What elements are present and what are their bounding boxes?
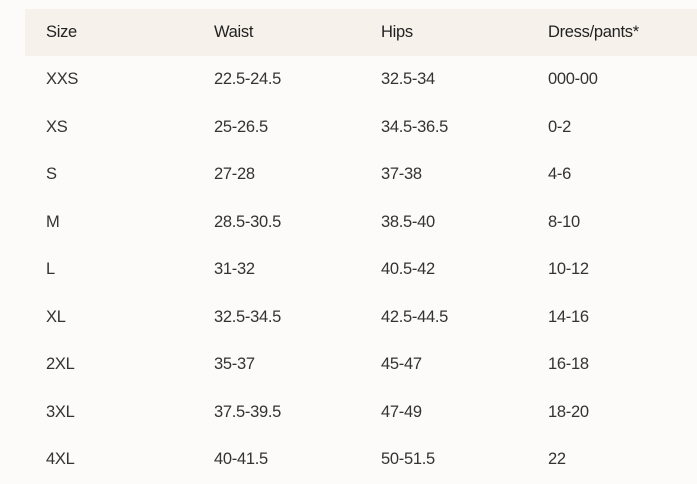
cell-hips: 45-47 [381,355,422,374]
table-row: 2XL 35-37 45-47 16-18 [25,341,697,389]
header-size: Size [46,23,77,41]
cell-size: 4XL [46,450,75,469]
cell-waist: 37.5-39.5 [214,402,282,421]
cell-hips: 42.5-44.5 [381,307,449,326]
cell-dress-pants: 8-10 [548,212,580,231]
cell-hips: 34.5-36.5 [381,117,449,136]
size-chart-table: Size Waist Hips Dress/pants* XXS 22.5-24.… [25,9,697,484]
cell-dress-pants: 000-00 [548,70,598,89]
cell-size: 3XL [46,402,75,421]
cell-size: L [46,260,55,279]
cell-hips: 50-51.5 [381,450,435,469]
cell-waist: 28.5-30.5 [214,212,282,231]
cell-dress-pants: 16-18 [548,355,589,374]
table-row: 3XL 37.5-39.5 47-49 18-20 [25,389,697,437]
cell-dress-pants: 22 [548,450,566,469]
cell-size: M [46,212,60,231]
table-header: Size Waist Hips Dress/pants* [25,9,697,56]
table-row: S 27-28 37-38 4-6 [25,151,697,199]
cell-dress-pants: 0-2 [548,117,571,136]
cell-waist: 27-28 [214,165,255,184]
cell-dress-pants: 18-20 [548,402,589,421]
cell-waist: 35-37 [214,355,255,374]
cell-waist: 22.5-24.5 [214,70,282,89]
cell-hips: 40.5-42 [381,260,435,279]
header-hips: Hips [381,23,413,41]
cell-size: XL [46,307,66,326]
cell-hips: 38.5-40 [381,212,435,231]
cell-waist: 31-32 [214,260,255,279]
table-row: XXS 22.5-24.5 32.5-34 000-00 [25,56,697,104]
cell-waist: 25-26.5 [214,117,268,136]
cell-size: XXS [46,70,79,89]
header-waist: Waist [214,23,254,41]
table-row: L 31-32 40.5-42 10-12 [25,246,697,294]
cell-size: S [46,165,57,184]
cell-size: XS [46,117,68,136]
cell-hips: 47-49 [381,402,422,421]
table-row: XL 32.5-34.5 42.5-44.5 14-16 [25,294,697,342]
header-dress-pants: Dress/pants* [548,23,639,41]
cell-dress-pants: 4-6 [548,165,571,184]
cell-waist: 32.5-34.5 [214,307,282,326]
cell-hips: 32.5-34 [381,70,435,89]
table-row: M 28.5-30.5 38.5-40 8-10 [25,199,697,247]
cell-dress-pants: 14-16 [548,307,589,326]
cell-hips: 37-38 [381,165,422,184]
table-row: XS 25-26.5 34.5-36.5 0-2 [25,104,697,152]
cell-waist: 40-41.5 [214,450,268,469]
cell-dress-pants: 10-12 [548,260,589,279]
cell-size: 2XL [46,355,75,374]
table-body: XXS 22.5-24.5 32.5-34 000-00 XS 25-26.5 34.5-3… [25,56,697,484]
table-row: 4XL 40-41.5 50-51.5 22 [25,436,697,484]
